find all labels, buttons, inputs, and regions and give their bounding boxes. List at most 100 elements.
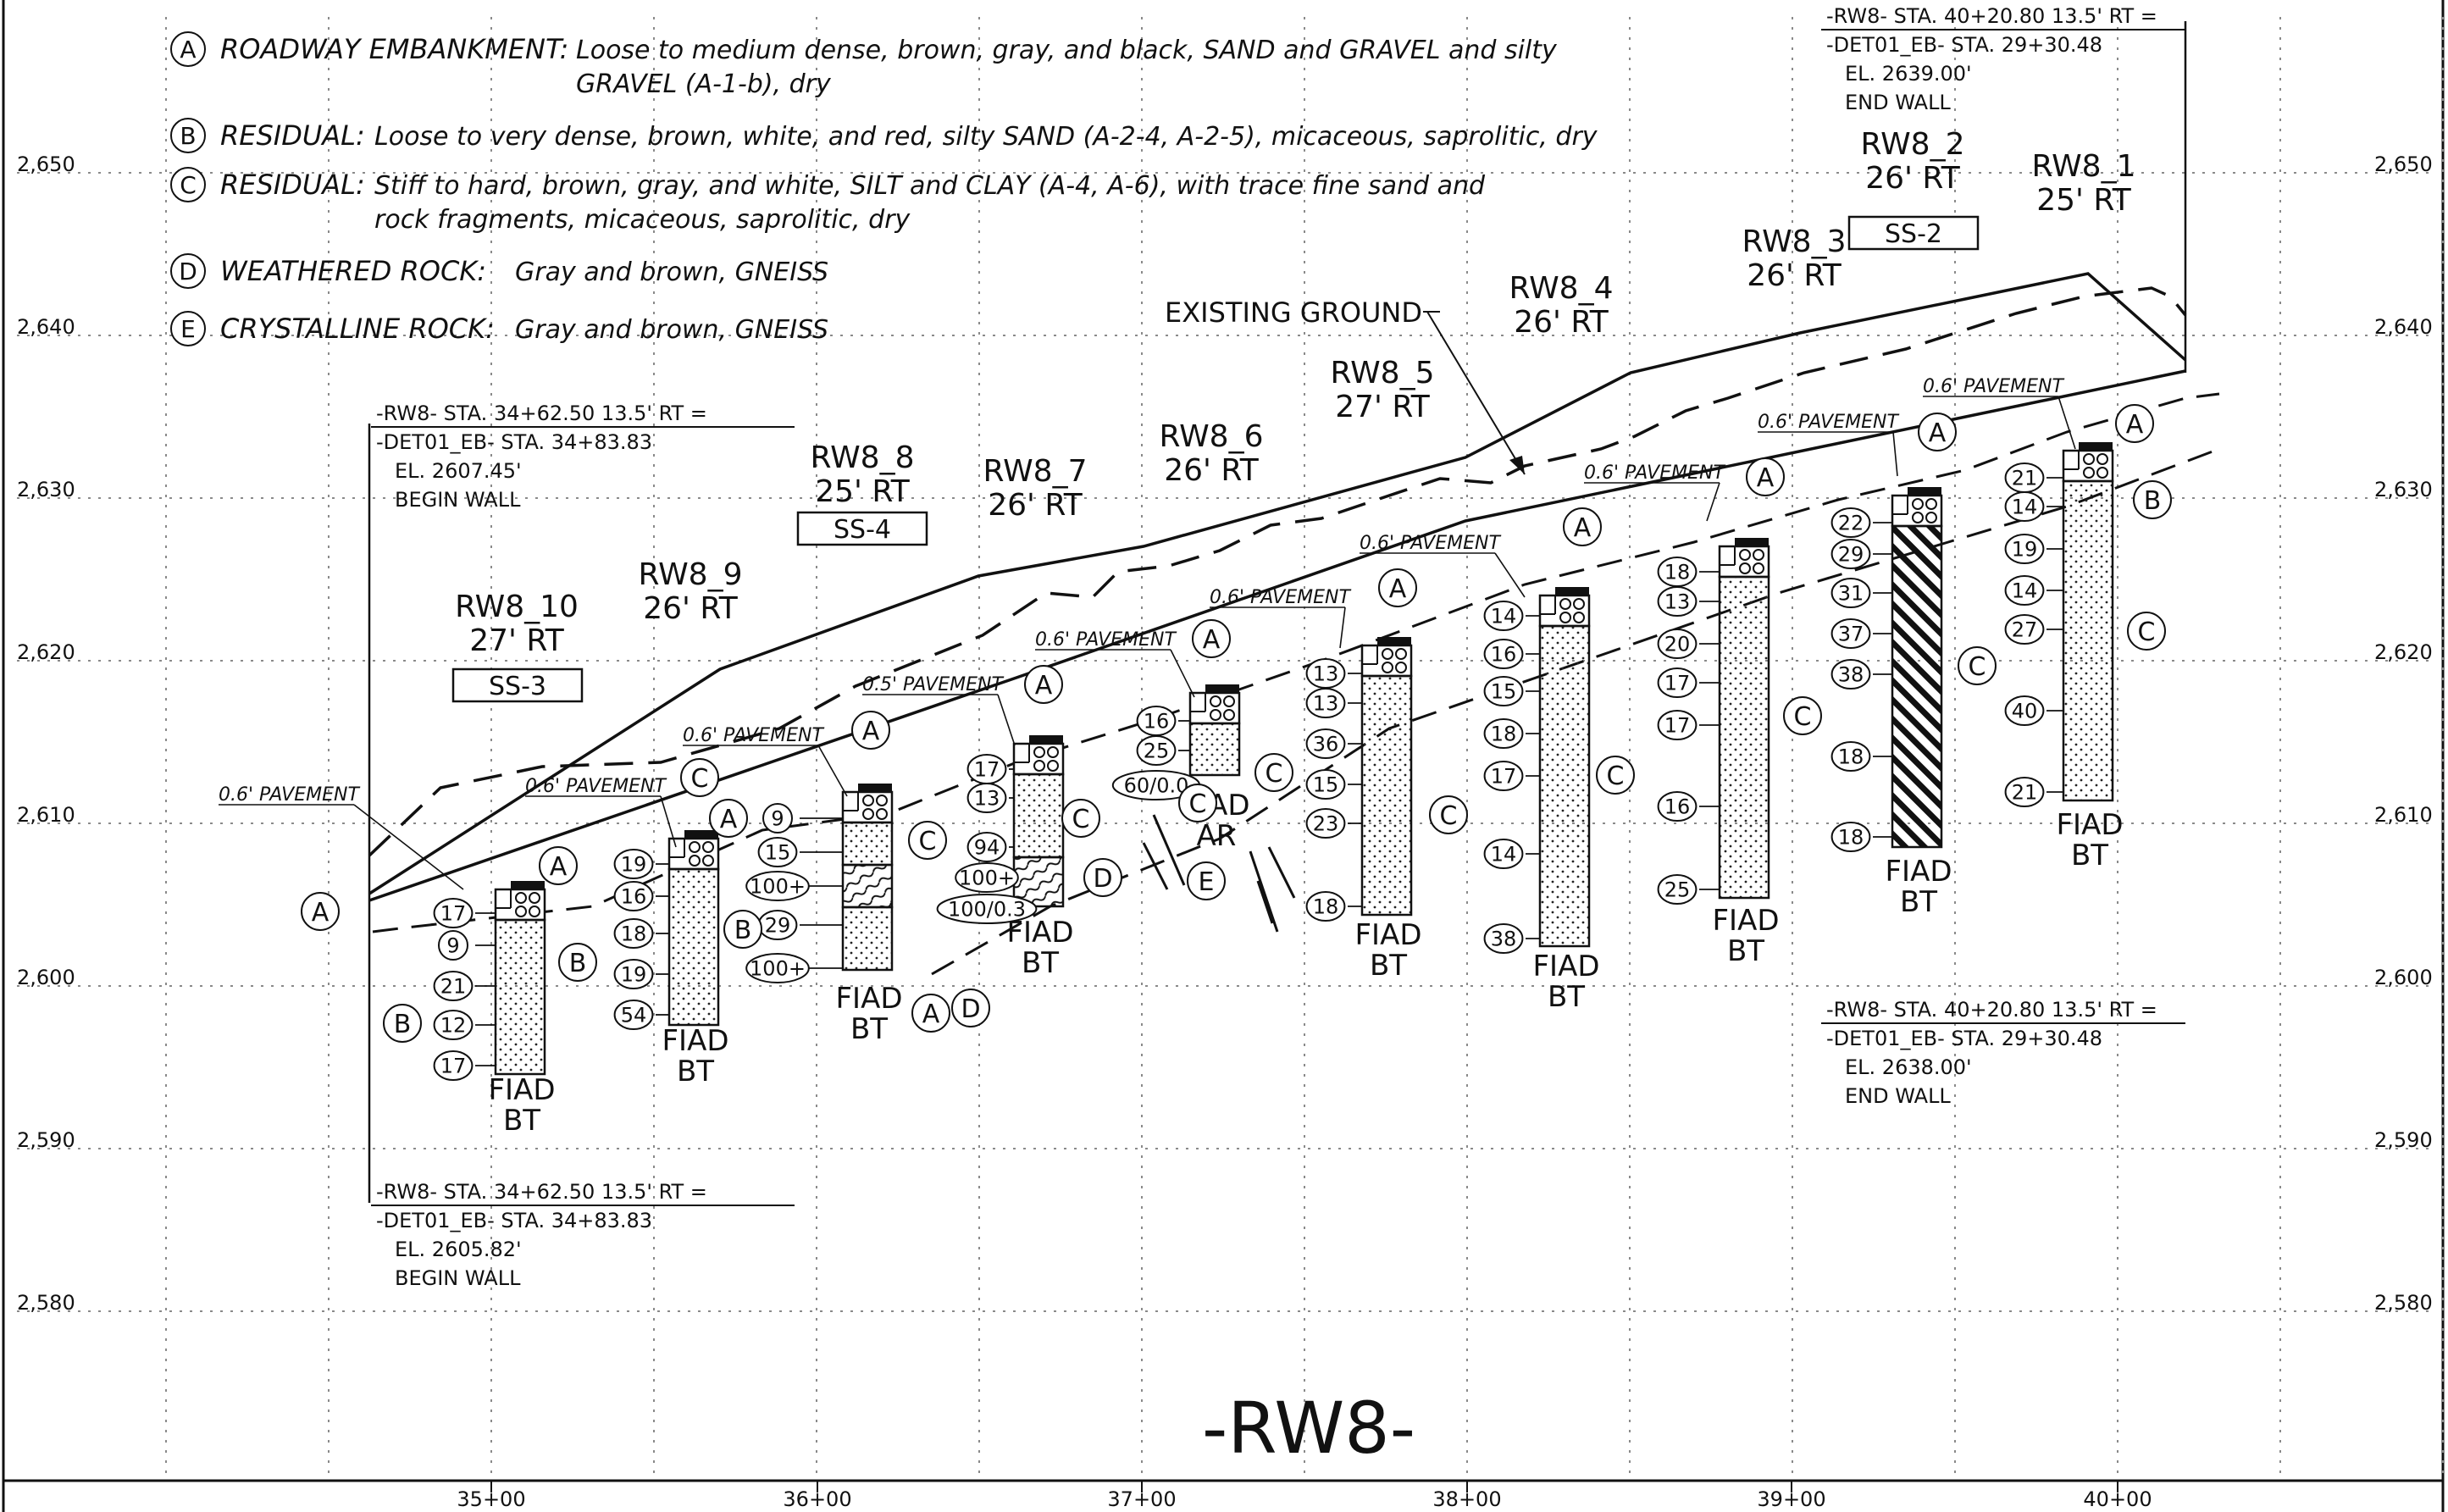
blow-count: 27 — [2004, 614, 2045, 645]
gravel-symbol — [1912, 498, 1924, 510]
elevation-tick-right: 2,580 — [2374, 1291, 2433, 1315]
svg-text:21: 21 — [440, 975, 467, 999]
svg-text:D: D — [1093, 864, 1112, 894]
svg-text:29: 29 — [1838, 543, 1864, 567]
boring-bottom-tag: FIAD — [488, 1073, 555, 1107]
legend-desc: Loose to medium dense, brown, gray, and … — [576, 36, 1558, 65]
embankment-cell — [494, 888, 546, 922]
blow-count: 18 — [1830, 822, 1871, 852]
svg-text:A: A — [180, 36, 196, 64]
blow-count: 18 — [613, 918, 654, 949]
blow-count: 16 — [613, 881, 654, 911]
svg-text:21: 21 — [2012, 467, 2038, 490]
svg-text:17: 17 — [440, 902, 467, 926]
blow-count: 40 — [2004, 695, 2045, 726]
svg-text:27: 27 — [2012, 618, 2038, 642]
gravel-symbol — [1047, 746, 1059, 758]
svg-text:37: 37 — [1838, 623, 1864, 646]
stratum-tag: C — [1783, 696, 1822, 735]
elevation-tick-left: 2,580 — [17, 1291, 75, 1315]
blow-count: 13 — [1305, 658, 1346, 689]
blow-count: 17 — [433, 898, 474, 928]
boring-offset: 25' RT — [815, 474, 911, 509]
svg-text:22: 22 — [1838, 512, 1864, 535]
blow-count: 22 — [1830, 507, 1871, 538]
blow-count: 37 — [1830, 618, 1871, 649]
stratum-tag: C — [1958, 646, 1997, 685]
stratum-tag: C — [1596, 756, 1635, 795]
elevation-tick-right: 2,590 — [2374, 1128, 2433, 1152]
boring-offset: 26' RT — [1747, 258, 1842, 293]
pavement-leader — [817, 745, 848, 797]
svg-text:A: A — [862, 717, 880, 746]
blow-count: 36 — [1305, 728, 1346, 759]
svg-text:16: 16 — [1144, 710, 1170, 734]
blow-count: 14 — [2004, 575, 2045, 606]
boring-bottom-tag: FIAD — [1354, 918, 1421, 952]
callout-line: -RW8- STA. 40+20.80 13.5' RT = — [1826, 998, 2157, 1022]
gravel-symbol — [1912, 512, 1924, 523]
gravel-symbol — [1223, 695, 1235, 707]
svg-text:14: 14 — [1491, 605, 1517, 629]
blow-count: 9 — [762, 803, 793, 834]
stratum-tag: A — [539, 846, 578, 885]
pavement-cap — [2079, 442, 2113, 451]
svg-text:15: 15 — [765, 841, 791, 865]
svg-text:100+: 100+ — [959, 867, 1015, 890]
svg-text:17: 17 — [1664, 672, 1691, 695]
pavement-leader — [353, 804, 464, 890]
boring-id: RW8_3 — [1742, 224, 1847, 259]
svg-text:E: E — [1199, 867, 1215, 897]
boring-id: RW8_7 — [983, 454, 1088, 489]
stratum-tag: A — [851, 711, 890, 750]
svg-text:A: A — [1757, 463, 1775, 493]
pavement-leader — [660, 795, 677, 848]
stratum-tag: A — [301, 892, 340, 931]
gravel-symbol — [1753, 562, 1764, 574]
callout-line: END WALL — [1845, 1084, 1951, 1108]
boring-bottom-tag: BT — [503, 1104, 540, 1138]
elevation-tick-right: 2,650 — [2374, 152, 2433, 176]
svg-text:20: 20 — [1664, 633, 1691, 656]
sample-box-label: SS-2 — [1885, 219, 1942, 249]
boring-bottom-tag: FIAD — [1712, 904, 1779, 938]
pavement-leader — [1892, 431, 1898, 477]
callout-begin-wall-top: -RW8- STA. 34+62.50 13.5' RT = -DET01_EB-… — [371, 402, 795, 512]
blow-count: 14 — [1483, 839, 1524, 869]
svg-text:B: B — [2144, 486, 2162, 516]
elevation-tick-left: 2,630 — [17, 478, 75, 501]
callout-line: EL. 2607.45' — [395, 459, 522, 483]
stratum-tag: A — [1024, 665, 1063, 704]
svg-text:38: 38 — [1838, 663, 1864, 687]
svg-text:E: E — [180, 315, 196, 343]
stratum-tag: B — [2133, 480, 2172, 519]
callout-line: -RW8- STA. 40+20.80 13.5' RT = — [1826, 4, 2157, 28]
blow-count: 21 — [2004, 462, 2045, 493]
svg-text:C: C — [1607, 762, 1625, 791]
pavement-leader — [2058, 396, 2076, 450]
gravel-symbol — [689, 841, 701, 853]
stratum-tag: C — [908, 821, 947, 860]
boring-bottom-tag: BT — [1900, 885, 1937, 919]
blow-count: 16 — [1136, 706, 1177, 736]
gravel-symbol — [702, 841, 714, 853]
boring-column-rock — [841, 863, 894, 909]
svg-text:A: A — [1035, 671, 1053, 701]
sheet-title: -RW8- — [1202, 1387, 1415, 1470]
station-axis: 35+00 36+00 37+00 38+00 39+00 40+00 — [457, 1481, 2152, 1511]
stratum-tag: B — [383, 1004, 422, 1043]
gravel-symbol — [862, 808, 874, 820]
gravel-symbol — [2083, 467, 2095, 479]
pavement-leader — [1706, 482, 1720, 522]
svg-text:23: 23 — [1313, 812, 1339, 836]
blow-count: 17 — [1483, 761, 1524, 791]
elevation-tick-left: 2,610 — [17, 803, 75, 827]
boring-column — [2062, 479, 2114, 802]
boring-column — [1718, 575, 1770, 900]
pavement-leader — [1170, 649, 1195, 698]
svg-text:40: 40 — [2012, 700, 2038, 723]
boring-offset: 27' RT — [469, 623, 565, 658]
blow-count: 15 — [1483, 676, 1524, 706]
